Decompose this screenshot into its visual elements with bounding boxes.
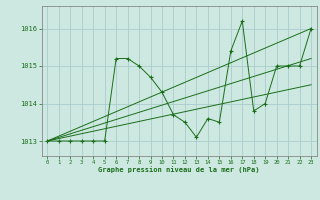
X-axis label: Graphe pression niveau de la mer (hPa): Graphe pression niveau de la mer (hPa): [99, 167, 260, 173]
